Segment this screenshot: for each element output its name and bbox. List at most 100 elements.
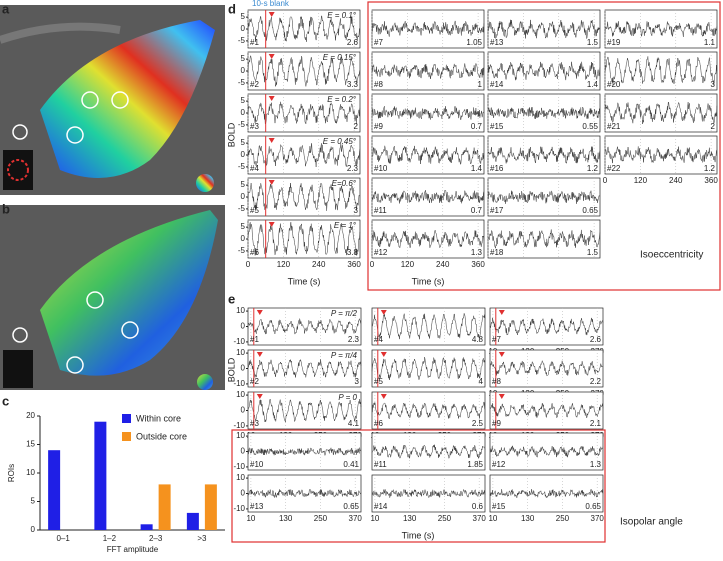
amplitude: 4.1 — [348, 419, 360, 428]
y-tick-label: 15 — [26, 440, 35, 449]
plot-id: #14 — [490, 80, 504, 89]
roi — [12, 124, 28, 140]
plot-id: #17 — [490, 206, 504, 215]
plot-id: #20 — [607, 80, 621, 89]
x-tick-label: 240 — [312, 260, 326, 269]
plot-id: #12 — [492, 460, 506, 469]
plot-frame — [371, 432, 486, 471]
trace — [371, 105, 485, 121]
y-tick-label: -10 — [233, 504, 245, 513]
trace — [247, 101, 361, 125]
y-axis-label: BOLD — [226, 122, 236, 147]
amplitude: 1.5 — [587, 248, 599, 257]
condition-label: E = 1° — [334, 221, 357, 230]
plot-id: #2 — [250, 80, 259, 89]
amplitude: 3 — [355, 377, 360, 386]
legend-inset — [3, 350, 33, 388]
trace — [247, 54, 361, 88]
stimulus-marker — [498, 352, 505, 357]
y-tick-label: 10 — [236, 431, 245, 440]
amplitude: 0.7 — [471, 206, 483, 215]
stimulus-marker — [498, 310, 505, 315]
amplitude: 0.7 — [471, 122, 483, 131]
plot-frame — [487, 177, 601, 217]
y-tick-label: 0 — [241, 322, 246, 331]
group-label: Isoeccentricity — [640, 250, 703, 261]
roi — [121, 321, 139, 339]
x-tick-label: 10 — [370, 514, 379, 523]
stimulus-marker — [256, 394, 263, 399]
trace — [371, 19, 485, 37]
legend-swatch — [122, 414, 131, 423]
panel-label: e — [228, 291, 235, 306]
y-tick-label: 5 — [241, 138, 246, 147]
plot-id: #10 — [374, 164, 388, 173]
amplitude: 3 — [354, 206, 359, 215]
x-tick-label: >3 — [197, 534, 207, 543]
condition-label: P = π/2 — [331, 309, 358, 318]
trace — [247, 447, 362, 457]
stimulus-marker — [268, 54, 275, 59]
plot-frame — [247, 177, 361, 217]
trace — [604, 21, 718, 38]
stimulus-marker — [268, 180, 275, 185]
plot-id: #9 — [492, 419, 501, 428]
stimulus-marker — [268, 138, 275, 143]
plot-id: #12 — [374, 248, 388, 257]
trace — [489, 359, 604, 377]
amplitude: 3.8 — [347, 248, 359, 257]
plot-frame — [604, 135, 718, 175]
plot-id: #22 — [607, 164, 621, 173]
plot-id: #5 — [250, 206, 259, 215]
x-tick-label: 120 — [277, 260, 291, 269]
trace — [487, 190, 601, 204]
y-tick-label: -5 — [238, 36, 246, 45]
plot-id: #2 — [250, 377, 259, 386]
sulcus — [0, 22, 121, 44]
bar — [204, 484, 217, 530]
plot-frame — [489, 391, 604, 430]
plot-frame — [371, 391, 486, 430]
stimulus-marker — [268, 96, 275, 101]
amplitude: 3 — [711, 80, 716, 89]
x-tick-label: 2–3 — [149, 534, 163, 543]
x-tick-label: 1–2 — [103, 534, 117, 543]
trace — [371, 488, 486, 499]
trace — [247, 488, 362, 499]
amplitude: 2.3 — [347, 164, 359, 173]
trace — [489, 317, 604, 336]
amplitude: 1.2 — [704, 164, 716, 173]
y-tick-label: -10 — [233, 379, 245, 388]
y-tick-label: 10 — [236, 390, 245, 399]
x-axis-label: Time (s) — [288, 276, 321, 286]
x-tick-label: 370 — [473, 514, 487, 523]
plot-frame — [487, 9, 601, 49]
group-box — [367, 1, 721, 291]
amplitude: 4.8 — [472, 335, 484, 344]
y-tick-label: 0 — [31, 525, 36, 534]
panel-label: d — [228, 1, 236, 16]
y-tick-label: 20 — [26, 411, 35, 420]
stimulus-marker — [380, 310, 387, 315]
trace — [487, 19, 601, 40]
y-tick-label: -5 — [238, 78, 246, 87]
y-axis-label: ROIs — [7, 464, 16, 482]
plot-id: #1 — [250, 335, 259, 344]
plot-frame — [247, 9, 361, 49]
x-tick-label: 10 — [488, 514, 497, 523]
inset-ring — [7, 159, 29, 181]
y-tick-label: -10 — [233, 462, 245, 471]
condition-label: E = 0.1° — [327, 11, 357, 20]
trace — [489, 489, 604, 499]
trace — [489, 402, 604, 419]
amplitude: 2.3 — [348, 335, 360, 344]
amplitude: 0.6 — [472, 502, 484, 511]
x-tick-label: 0–1 — [56, 534, 70, 543]
trace — [247, 222, 361, 256]
trace — [247, 398, 362, 423]
y-tick-label: 5 — [241, 12, 246, 21]
plot-id: #6 — [374, 419, 383, 428]
y-tick-label: 5 — [31, 497, 36, 506]
plot-id: #3 — [250, 419, 259, 428]
trace — [487, 61, 601, 81]
